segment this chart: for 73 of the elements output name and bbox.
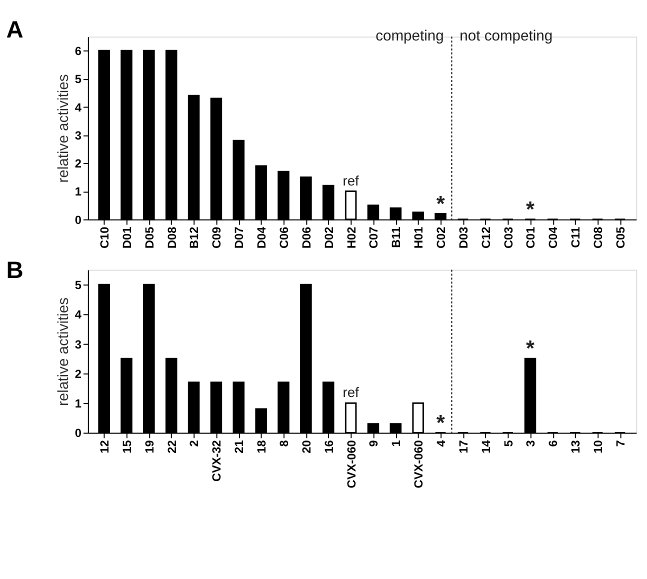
x-tick-label: C12 [478,226,493,249]
annotation: * [436,190,446,216]
x-tick-label: 9 [366,440,381,447]
x-tick-label: 4 [434,440,448,447]
x-tick-label: D02 [322,226,336,249]
annotation: competing [376,28,444,45]
annotation: not competing [460,28,553,45]
x-tick-label: 21 [232,440,246,454]
y-axis-title: relative activities [56,74,72,183]
x-tick-label: D01 [120,226,134,249]
x-tick-label: 12 [98,440,112,454]
annotation: ref [342,172,360,188]
y-axis-title: relative activities [56,297,72,406]
x-tick-label: CVX-060 [412,440,426,488]
x-tick-label: 19 [142,440,156,454]
x-tick-label: CVX-060 [344,440,358,488]
x-tick-label: C07 [366,226,381,249]
x-tick-label: D06 [299,226,314,249]
y-tick-label: 3 [74,337,82,352]
annotation: * [436,410,446,435]
y-tick-label: 1 [74,184,82,199]
x-tick-label: D03 [456,226,470,249]
y-tick-label: 5 [74,278,82,292]
x-tick-label: C08 [590,226,605,249]
x-tick-label: H01 [412,226,426,249]
x-tick-label: 16 [322,440,336,454]
x-tick-label: D04 [254,226,269,249]
y-tick-label: 5 [74,72,82,86]
x-tick-label: D05 [142,226,156,249]
x-tick-label: 2 [187,440,202,447]
x-tick-label: 3 [524,440,538,447]
x-tick-label: C10 [98,226,112,249]
x-tick-label: 7 [613,440,628,447]
x-tick-label: C04 [546,226,560,249]
x-tick-label: C09 [210,226,224,249]
x-tick-label: D07 [232,226,246,249]
x-tick-label: 14 [478,440,493,454]
x-tick-label: 13 [568,440,583,454]
x-tick-label: D08 [164,226,179,249]
x-tick-label: H02 [344,226,358,249]
annotation: * [526,196,536,222]
x-tick-label: C06 [276,226,291,249]
x-tick-label: 5 [501,440,516,447]
x-tick-label: C02 [434,226,448,249]
x-tick-label: C05 [613,226,628,249]
y-tick-label: 0 [74,426,82,440]
y-tick-label: 4 [74,308,82,322]
x-tick-label: 22 [164,440,179,454]
y-tick-label: 6 [74,44,82,58]
x-tick-label: 17 [456,440,470,454]
x-tick-label: 20 [299,440,314,454]
x-tick-label: 10 [590,440,605,454]
x-tick-label: 15 [120,440,134,454]
annotation: * [526,336,536,361]
x-tick-label: C11 [568,226,583,248]
y-tick-label: 2 [74,156,82,171]
y-tick-label: 1 [74,396,82,411]
x-tick-label: C03 [501,226,516,249]
chart-title: A [6,18,24,44]
y-tick-label: 0 [74,212,82,227]
x-tick-label: B12 [187,226,202,249]
x-tick-label: 6 [546,440,560,447]
annotation: ref [342,384,360,400]
y-tick-label: 4 [74,100,82,114]
x-tick-label: 18 [254,440,269,454]
y-tick-label: 2 [74,366,82,381]
chart-title: B [6,258,24,284]
x-tick-label: C01 [524,226,538,249]
x-tick-label: 1 [389,440,404,447]
x-tick-label: CVX-32 [210,440,224,482]
x-tick-label: 8 [276,440,291,447]
y-tick-label: 3 [74,128,82,142]
x-tick-label: B11 [389,226,404,248]
